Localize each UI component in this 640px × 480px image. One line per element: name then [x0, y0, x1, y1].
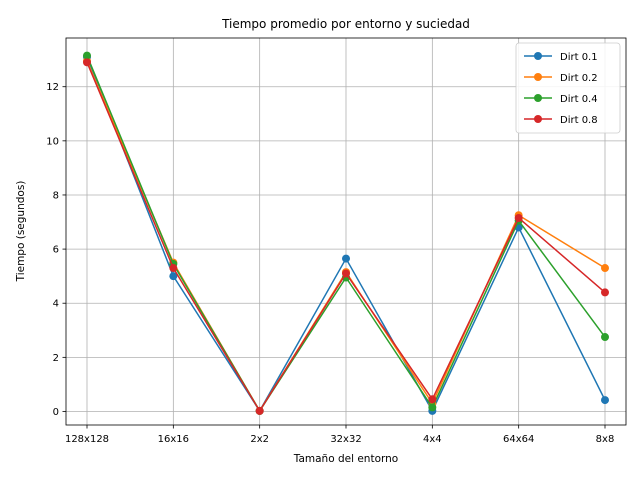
data-point [514, 213, 523, 222]
data-point [428, 395, 437, 404]
grid-lines [66, 38, 626, 425]
legend-marker [534, 52, 542, 60]
y-tick-label: 6 [53, 245, 59, 256]
x-tick-label: 16x16 [158, 434, 189, 445]
x-tick-label: 128x128 [65, 434, 109, 445]
data-point [601, 396, 609, 405]
legend-marker [534, 73, 542, 81]
legend: Dirt 0.1 Dirt 0.2 Dirt 0.4 Dirt 0.8 [515, 42, 621, 134]
x-tick-label: 64x64 [503, 434, 534, 445]
data-point [601, 288, 609, 297]
y-tick-label: 4 [53, 299, 59, 310]
x-tick-label: 2x2 [250, 434, 269, 445]
legend-label: Dirt 0.8 [560, 115, 598, 126]
x-tick-label: 32x32 [330, 434, 361, 445]
legend-marker [534, 94, 542, 102]
x-axis: 128x128 16x16 2x2 32x32 4x4 64x64 8x8 [65, 425, 614, 445]
legend-box [515, 42, 621, 134]
data-point [428, 403, 437, 412]
data-point [342, 269, 350, 278]
series-dirt-0-8 [83, 58, 609, 415]
series-layer [83, 51, 609, 415]
data-point [169, 272, 178, 281]
data-point [601, 333, 609, 342]
y-tick-label: 8 [53, 190, 59, 201]
data-point [169, 264, 178, 273]
legend-marker [534, 115, 542, 123]
y-tick-label: 12 [46, 82, 59, 93]
y-axis: 0 2 4 6 8 10 12 [46, 82, 66, 418]
data-point [83, 51, 91, 60]
data-point [255, 406, 264, 415]
y-tick-label: 2 [53, 353, 59, 364]
data-point [601, 264, 609, 273]
chart-title: Tiempo promedio por entorno y suciedad [221, 17, 470, 31]
data-point [342, 254, 350, 263]
x-tick-label: 8x8 [596, 434, 615, 445]
x-axis-label: Tamaño del entorno [293, 453, 398, 465]
legend-label: Dirt 0.1 [560, 52, 598, 63]
y-axis-label: Tiempo (segundos) [15, 181, 27, 283]
y-tick-label: 0 [53, 407, 59, 418]
x-tick-label: 4x4 [423, 434, 442, 445]
legend-label: Dirt 0.2 [560, 73, 598, 84]
y-tick-label: 10 [46, 136, 59, 147]
data-point [83, 58, 91, 67]
legend-label: Dirt 0.4 [560, 94, 598, 105]
